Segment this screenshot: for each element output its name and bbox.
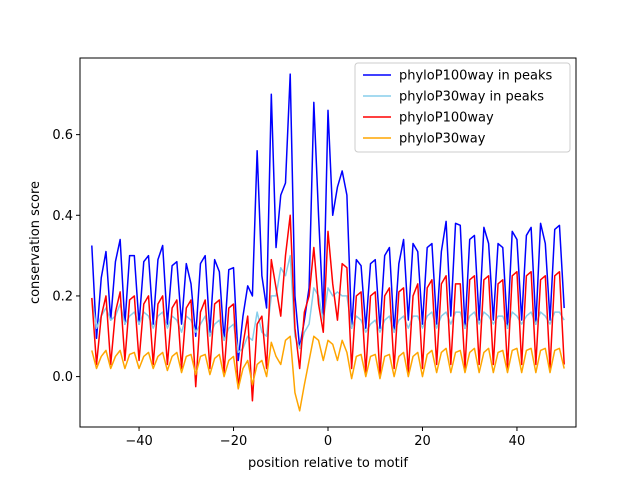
series-line-3 — [91, 335, 565, 412]
y-tick-label: 0.6 — [52, 128, 73, 143]
legend-label-2: phyloP100way — [399, 111, 494, 126]
y-axis-label: conservation score — [28, 181, 43, 304]
legend-label-3: phyloP30way — [399, 132, 486, 147]
series-lines — [91, 73, 565, 412]
x-tick-label: −20 — [220, 434, 247, 449]
y-tick-label: 0.2 — [52, 289, 73, 304]
x-tick-label: 0 — [324, 434, 332, 449]
legend: phyloP100way in peaks phyloP30way in peak… — [354, 62, 571, 153]
x-axis-label: position relative to motif — [248, 456, 408, 471]
series-line-0 — [91, 73, 565, 362]
legend-box — [354, 62, 571, 153]
x-tick-label: 40 — [509, 434, 526, 449]
legend-label-1: phyloP30way in peaks — [399, 90, 544, 105]
y-tick-label: 0.4 — [52, 209, 73, 224]
x-tick-label: −40 — [125, 434, 152, 449]
x-tick-label: 20 — [414, 434, 431, 449]
x-axis-ticks: −40 −20 0 20 40 — [125, 427, 525, 449]
legend-label-0: phyloP100way in peaks — [399, 69, 553, 84]
y-tick-label: 0.0 — [52, 370, 73, 385]
y-axis-ticks: 0.0 0.2 0.4 0.6 — [52, 128, 80, 385]
series-line-2 — [91, 214, 565, 402]
